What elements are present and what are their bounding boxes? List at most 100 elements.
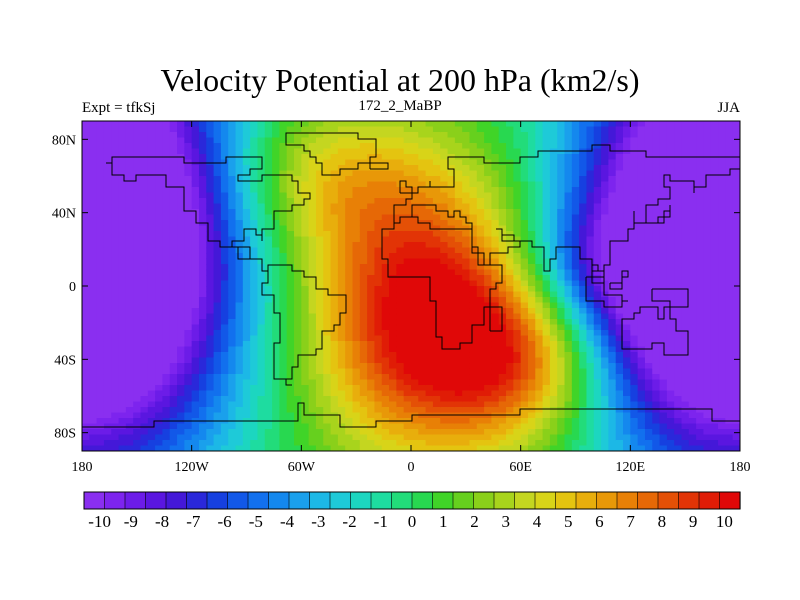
- field-cell: [666, 209, 675, 216]
- field-cell: [586, 341, 595, 348]
- field-cell: [374, 132, 383, 139]
- field-cell: [125, 214, 134, 221]
- field-cell: [542, 390, 551, 397]
- field-cell: [286, 346, 295, 353]
- field-cell: [557, 275, 566, 282]
- field-cell: [659, 198, 668, 205]
- field-cell: [308, 379, 317, 386]
- field-cell: [615, 214, 624, 221]
- field-cell: [250, 379, 259, 386]
- field-cell: [111, 313, 120, 320]
- field-cell: [432, 368, 441, 375]
- field-cell: [535, 308, 544, 315]
- field-cell: [330, 346, 339, 353]
- field-cell: [557, 330, 566, 337]
- field-cell: [257, 132, 266, 139]
- field-cell: [681, 275, 690, 282]
- field-cell: [652, 165, 661, 172]
- field-cell: [367, 412, 376, 419]
- field-cell: [513, 220, 522, 227]
- field-cell: [462, 385, 471, 392]
- field-cell: [345, 121, 354, 128]
- field-cell: [330, 445, 339, 451]
- field-cell: [659, 253, 668, 260]
- field-cell: [469, 286, 478, 293]
- field-cell: [418, 363, 427, 370]
- field-cell: [147, 236, 156, 243]
- field-cell: [396, 225, 405, 232]
- field-cell: [659, 203, 668, 210]
- field-cell: [162, 302, 171, 309]
- field-cell: [177, 313, 185, 320]
- field-cell: [89, 165, 98, 172]
- field-cell: [630, 363, 639, 370]
- field-cell: [432, 247, 441, 254]
- field-cell: [213, 396, 222, 403]
- field-cell: [235, 346, 244, 353]
- field-cell: [593, 390, 602, 397]
- field-cell: [177, 269, 185, 276]
- field-cell: [374, 401, 383, 408]
- field-cell: [432, 363, 441, 370]
- field-cell: [103, 302, 112, 309]
- field-cell: [228, 192, 237, 199]
- field-cell: [294, 170, 302, 177]
- field-cell: [652, 132, 661, 139]
- field-cell: [440, 187, 449, 194]
- field-cell: [557, 214, 566, 221]
- field-cell: [191, 247, 200, 254]
- field-cell: [579, 346, 588, 353]
- field-cell: [674, 258, 683, 265]
- field-cell: [432, 445, 441, 451]
- field-cell: [389, 352, 397, 359]
- field-cell: [462, 418, 471, 425]
- field-cell: [162, 396, 171, 403]
- field-cell: [257, 176, 266, 183]
- field-cell: [469, 374, 478, 381]
- field-cell: [82, 231, 90, 238]
- field-cell: [213, 379, 222, 386]
- field-cell: [264, 440, 273, 447]
- field-cell: [250, 247, 259, 254]
- field-cell: [279, 374, 288, 381]
- field-cell: [666, 341, 675, 348]
- field-cell: [644, 346, 653, 353]
- field-cell: [228, 429, 237, 436]
- field-cell: [564, 374, 573, 381]
- field-cell: [352, 396, 361, 403]
- field-cell: [389, 423, 397, 430]
- field-cell: [586, 242, 595, 249]
- field-cell: [432, 286, 441, 293]
- field-cell: [513, 313, 522, 320]
- field-cell: [425, 132, 434, 139]
- field-cell: [89, 418, 98, 425]
- field-cell: [286, 209, 295, 216]
- field-cell: [308, 418, 317, 425]
- field-cell: [484, 434, 493, 441]
- field-cell: [542, 187, 551, 194]
- field-cell: [462, 379, 471, 386]
- field-cell: [162, 423, 171, 430]
- field-cell: [367, 286, 376, 293]
- field-cell: [162, 225, 171, 232]
- field-cell: [257, 368, 266, 375]
- field-cell: [549, 132, 558, 139]
- field-cell: [89, 352, 98, 359]
- field-cell: [644, 247, 653, 254]
- field-cell: [403, 214, 412, 221]
- field-cell: [396, 148, 405, 155]
- field-cell: [389, 275, 397, 282]
- field-cell: [103, 319, 112, 326]
- field-cell: [198, 165, 207, 172]
- field-cell: [374, 187, 383, 194]
- field-cell: [89, 143, 98, 150]
- field-cell: [118, 192, 127, 199]
- field-cell: [286, 324, 295, 331]
- field-cell: [337, 390, 346, 397]
- field-cell: [571, 379, 580, 386]
- field-cell: [447, 363, 456, 370]
- field-cell: [155, 148, 164, 155]
- field-cell: [623, 159, 631, 166]
- field-cell: [432, 132, 441, 139]
- field-cell: [177, 126, 185, 133]
